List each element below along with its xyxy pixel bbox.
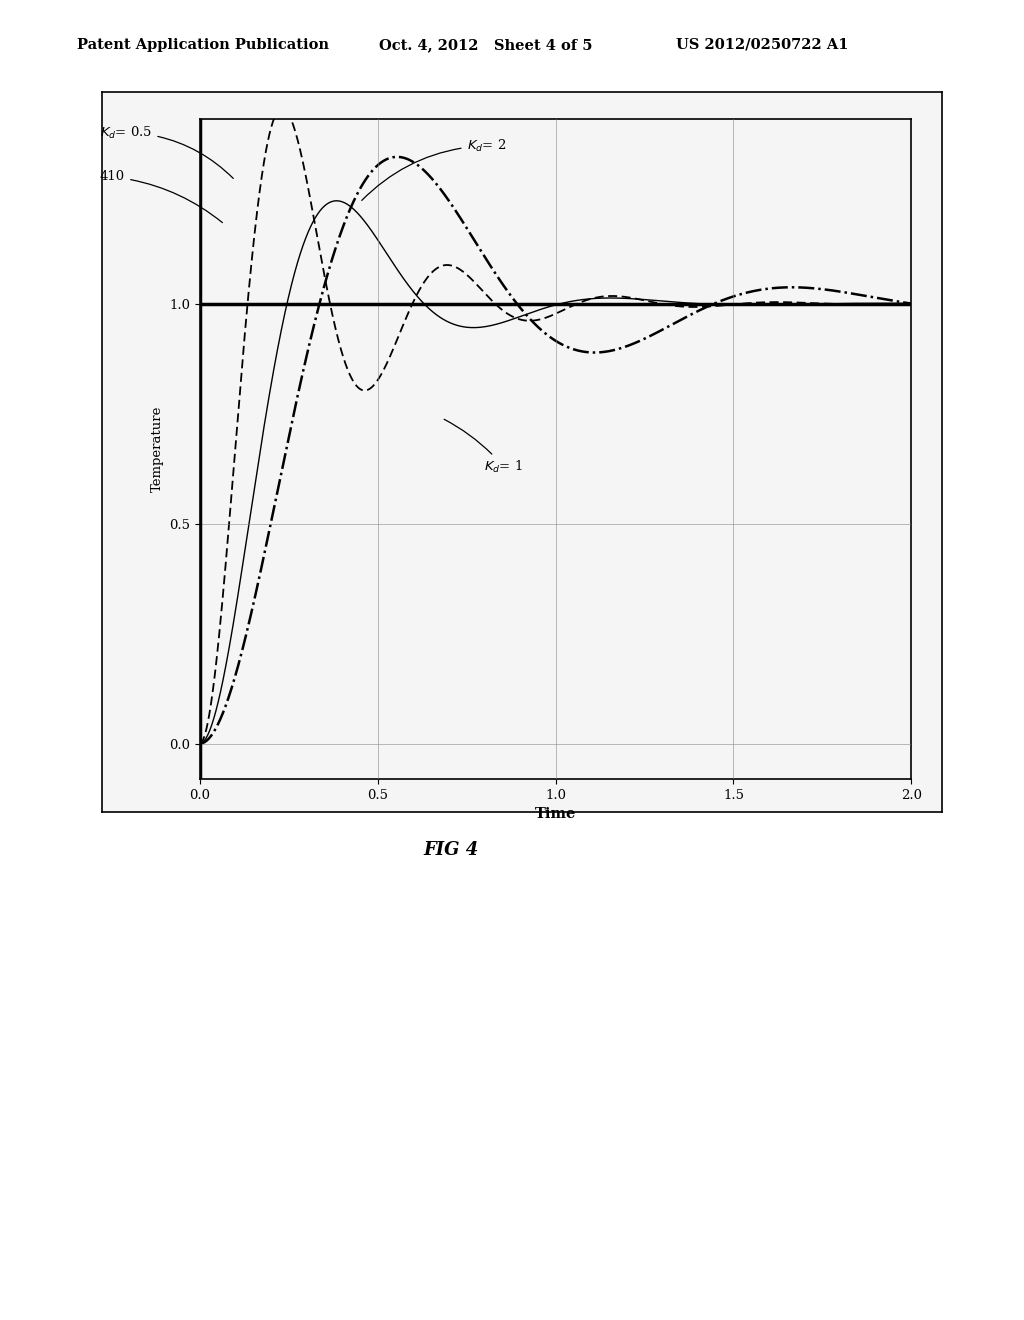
Text: $K_d$= 1: $K_d$= 1 [444,420,523,475]
Text: US 2012/0250722 A1: US 2012/0250722 A1 [676,38,848,51]
Y-axis label: Temperature: Temperature [151,405,164,492]
X-axis label: Time: Time [535,807,577,821]
Text: $K_d$= 0.5: $K_d$= 0.5 [100,124,233,178]
Text: Patent Application Publication: Patent Application Publication [77,38,329,51]
Text: FIG 4: FIG 4 [423,841,478,859]
Text: $K_d$= 2: $K_d$= 2 [361,137,506,201]
Text: Oct. 4, 2012   Sheet 4 of 5: Oct. 4, 2012 Sheet 4 of 5 [379,38,592,51]
Text: 410: 410 [100,170,222,223]
